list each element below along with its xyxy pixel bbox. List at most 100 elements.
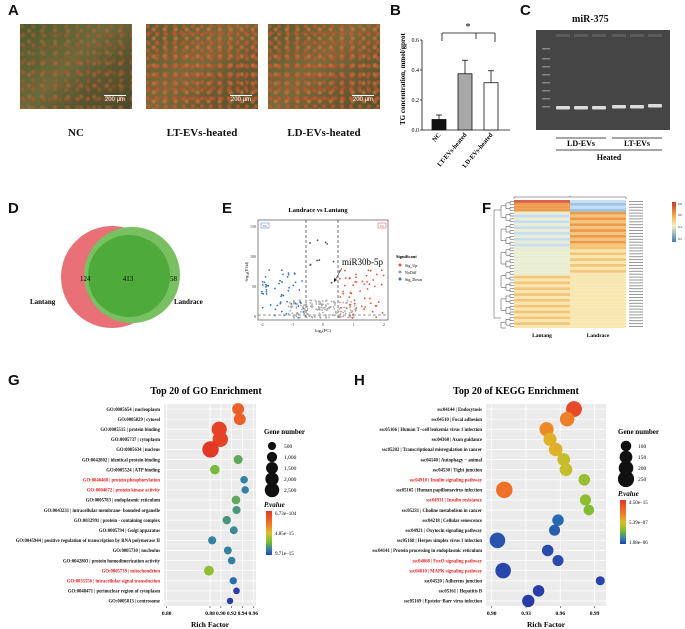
micrograph-nc: 200 μm	[20, 24, 132, 109]
volcano-point-up	[355, 276, 357, 279]
legend-size-label: 200	[638, 466, 647, 472]
heatmap-cell-lantang	[514, 313, 570, 317]
heatmap-cell-lantang	[514, 322, 570, 326]
term-label: GO:0005794 | Golgi apparatus	[99, 529, 160, 534]
heatmap-row-label	[629, 299, 643, 301]
heatmap: 0.8 0.6 0.4 0.2 Lantang Landrace	[493, 196, 682, 339]
volcano-point-down	[261, 280, 264, 283]
heatmap-row-label	[629, 282, 643, 284]
volcano-point-up	[359, 290, 362, 293]
legend-size-dot	[619, 450, 633, 464]
volcano-point	[330, 281, 333, 284]
heatmap-cell-landrace	[570, 316, 626, 320]
x-tick-label: -1	[291, 322, 294, 327]
volcano-point	[319, 301, 322, 304]
volcano-point	[354, 308, 357, 311]
volcano-point	[298, 299, 301, 301]
scale-label: 200 μm	[104, 97, 126, 103]
venn-overlap-count: 413	[123, 275, 134, 283]
heatmap-row-label	[629, 247, 643, 249]
volcano-point	[342, 315, 345, 318]
volcano-point-down	[297, 305, 300, 307]
panel-letter-a: A	[8, 2, 19, 19]
term-label: ssc04141 | Protein processing in endopla…	[372, 549, 482, 554]
volcano-point-down	[278, 282, 280, 285]
colorbar-tick: 0.8	[678, 202, 682, 206]
volcano-point	[299, 310, 302, 313]
volcano-point-down	[297, 316, 300, 319]
heatmap-cell-landrace	[570, 232, 626, 235]
volcano-point-up	[355, 307, 358, 309]
heatmap-cell-lantang	[514, 255, 570, 259]
term-label: GO:0042803 | protein homodimerization ac…	[63, 559, 161, 564]
volcano-point-down	[267, 284, 270, 287]
volcano-point-up	[361, 280, 364, 283]
heatmap-cell-landrace	[570, 301, 626, 305]
volcano-point	[304, 303, 307, 306]
volcano-point-up	[375, 273, 378, 276]
volcano-point-down	[274, 287, 276, 290]
volcano-point	[318, 314, 321, 317]
term-label: ssc04520 | Adherens junction	[424, 579, 482, 584]
volcano-point-down	[285, 312, 288, 315]
volcano-point	[324, 304, 327, 306]
term-label: ssc04921 | Oxytocin signaling pathway	[405, 529, 482, 534]
term-label: ssc05161 | Hepatitis B	[439, 590, 482, 595]
enrichment-bubble	[212, 431, 228, 448]
volcano-point	[324, 315, 327, 318]
volcano-point	[319, 309, 321, 311]
heatmap-cell-landrace	[570, 278, 626, 282]
term-label: ssc05202 | Transcriptional misregulation…	[382, 448, 482, 453]
scale-label: 200 μm	[352, 97, 374, 103]
volcano-point	[303, 304, 306, 307]
volcano-point-down	[262, 292, 265, 295]
volcano-point	[343, 306, 346, 309]
heatmap-row-label	[629, 305, 643, 307]
volcano-xlabel: log₂(FC)	[315, 328, 331, 333]
heatmap-row-label	[629, 206, 643, 208]
heatmap-row-label	[629, 265, 643, 266]
enrichment-bubble	[231, 495, 241, 505]
legend-significant-title: Significant	[396, 254, 417, 259]
enrichment-bubble	[202, 441, 219, 458]
volcano-point-up	[354, 281, 357, 283]
legend-size-label: 100	[638, 444, 647, 450]
heatmap-cell-lantang	[514, 266, 570, 270]
bar-lt-evs-heated	[457, 73, 473, 131]
venn-right-label: Landrace	[174, 298, 203, 306]
volcano-point-up	[364, 306, 367, 308]
go-title: Top 20 of GO Enrichment	[150, 386, 262, 397]
legend-nodiff: NoDiff	[405, 270, 417, 275]
volcano-point	[342, 301, 345, 304]
term-label: ssc04218 | Cellular senescence	[422, 519, 482, 524]
volcano-point	[309, 301, 312, 304]
volcano-point-down	[294, 273, 296, 275]
term-label: GO:0005730 | nucleolus	[113, 549, 161, 554]
legend-size-label: 250	[638, 477, 647, 483]
volcano-point	[333, 314, 336, 317]
volcano-point-up	[348, 296, 351, 299]
heatmap-cell-lantang	[514, 296, 570, 299]
enrichment-bubble	[552, 555, 564, 567]
heatmap-row-label	[629, 308, 643, 310]
heatmap-row-label	[629, 314, 643, 316]
volcano-point-up	[342, 290, 345, 293]
heatmap-row-label	[629, 230, 643, 231]
volcano-point	[304, 308, 306, 311]
volcano-point-down	[283, 314, 286, 317]
heatmap-cell-lantang	[514, 298, 570, 302]
heatmap-cell-landrace	[570, 319, 626, 323]
term-label: ssc04144 | Endocytosis	[437, 408, 482, 413]
volcano-point-up	[338, 316, 341, 318]
term-label: GO:0048471 | perinuclear region of cytop…	[68, 590, 160, 595]
volcano-point-up	[349, 277, 351, 279]
legend-color-label: 1.08e−06	[629, 541, 648, 546]
heatmap-row-label	[629, 270, 643, 272]
heatmap-row-label	[629, 326, 643, 327]
heatmap-row-label	[629, 201, 643, 202]
volcano-point	[315, 301, 318, 303]
legend-size-title: Gene number	[618, 428, 659, 436]
heatmap-row-label	[629, 311, 643, 313]
heatmap-cell-landrace	[570, 266, 626, 270]
enrichment-bubble	[549, 524, 561, 536]
